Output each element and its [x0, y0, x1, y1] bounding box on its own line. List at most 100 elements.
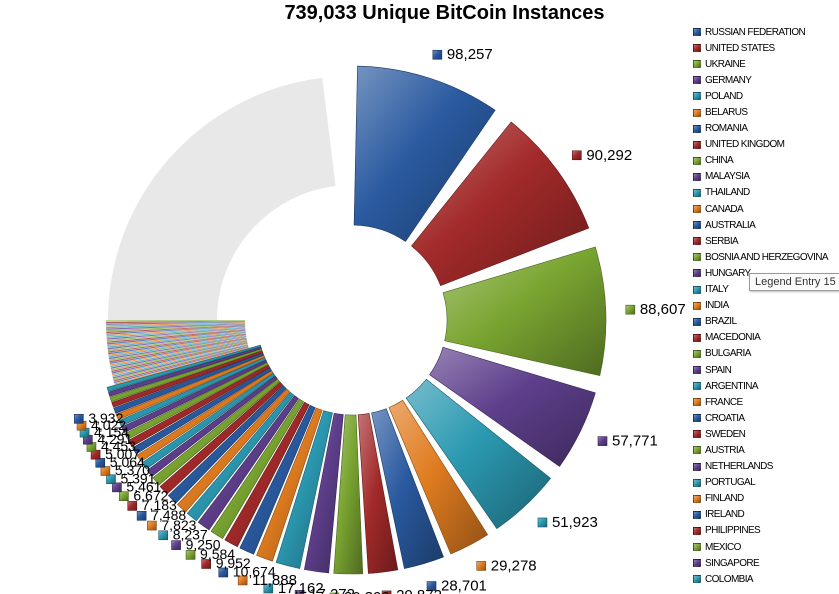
pie-slice-croatia — [132, 367, 272, 455]
legend-label: BELARUS — [705, 107, 748, 119]
legend-label: IRELAND — [705, 509, 745, 521]
legend-entry[interactable]: MEXICO — [693, 539, 839, 555]
legend-entry[interactable]: SINGAPORE — [693, 555, 839, 571]
legend-entry[interactable]: PORTUGAL — [693, 475, 839, 491]
data-label-swatch — [147, 520, 157, 531]
legend-entry[interactable]: THAILAND — [693, 185, 839, 201]
legend-swatch — [693, 462, 701, 471]
data-label-text: 17,272 — [309, 586, 355, 594]
legend-entry[interactable]: ARGENTINA — [693, 378, 839, 394]
legend-label: UKRAINE — [705, 58, 746, 70]
legend-entry[interactable]: CROATIA — [693, 410, 839, 426]
legend-entry[interactable]: IRELAND — [693, 507, 839, 523]
legend-entry[interactable]: MALAYSIA — [693, 169, 839, 185]
data-label-text: 7,183 — [142, 497, 177, 513]
data-label-text: 4,453 — [101, 438, 136, 454]
legend-entry[interactable]: ITALY — [693, 282, 839, 298]
legend-entry[interactable]: RUSSIAN FEDERATION — [693, 24, 839, 40]
pie-slice-minor — [108, 334, 247, 355]
data-label-text: 7,488 — [151, 507, 186, 523]
legend-entry[interactable]: UNITED KINGDOM — [693, 137, 839, 153]
legend-swatch — [693, 349, 701, 358]
data-label: 98,257 — [432, 46, 493, 63]
pie-slice-india — [177, 388, 291, 513]
legend-label: NETHERLANDS — [705, 461, 773, 473]
legend-entry[interactable]: UNITED STATES — [693, 40, 839, 56]
legend-entry[interactable]: BELARUS — [693, 104, 839, 120]
data-label: 51,923 — [537, 514, 598, 531]
pie-slice-thailand — [275, 410, 333, 569]
legend-entry[interactable]: SERBIA — [693, 233, 839, 249]
legend-swatch — [693, 382, 701, 391]
data-label: 8,237 — [158, 526, 208, 542]
legend-swatch — [693, 478, 701, 487]
legend-entry[interactable]: HUNGARY — [693, 265, 839, 281]
data-label: 88,607 — [625, 301, 686, 318]
data-label-text: 4,291 — [97, 431, 132, 447]
data-label: 90,292 — [572, 147, 632, 164]
data-label-swatch — [136, 510, 147, 521]
legend-swatch — [693, 156, 701, 165]
legend-entry[interactable]: ROMANIA — [693, 121, 839, 137]
pie-slice-minor — [106, 324, 246, 332]
data-label: 5,064 — [95, 454, 145, 470]
data-label-text: 7,823 — [161, 517, 196, 533]
pie-slice-serbia — [224, 401, 310, 548]
pie-slice-minor — [107, 332, 246, 352]
pie-slice-philippines — [111, 350, 264, 408]
data-label-swatch — [112, 482, 122, 493]
pie-slice-romania — [371, 408, 444, 569]
legend-label: AUSTRIA — [705, 444, 745, 456]
pie-slice-minor — [106, 327, 246, 340]
pie-slice-minor — [108, 333, 246, 353]
pie-slice-mexico — [109, 348, 263, 402]
legend-entry[interactable]: GERMANY — [693, 72, 839, 88]
data-label: 6,672 — [119, 487, 169, 503]
legend-label: HUNGARY — [705, 267, 751, 279]
legend-entry[interactable]: CANADA — [693, 201, 839, 217]
data-label-text: 51,923 — [552, 514, 598, 531]
legend-entry[interactable]: CHINA — [693, 153, 839, 169]
legend-label: PHILIPPINES — [705, 525, 761, 537]
data-label-text: 17,162 — [278, 580, 324, 594]
legend-entry[interactable]: POLAND — [693, 88, 839, 104]
pie-slice-netherlands — [121, 359, 268, 433]
legend-entry[interactable]: INDIA — [693, 298, 839, 314]
pie-slice-minor — [114, 347, 249, 385]
legend-entry[interactable]: NETHERLANDS — [693, 459, 839, 475]
legend-swatch — [693, 430, 701, 439]
legend-entry[interactable]: AUSTRIA — [693, 442, 839, 458]
pie-slice-brazil — [167, 385, 287, 504]
legend-label: CANADA — [705, 203, 744, 215]
legend-entry[interactable]: BOSNIA AND HERZEGOVINA — [693, 249, 839, 265]
data-label: 9,250 — [171, 536, 221, 552]
data-label-text: 9,250 — [186, 536, 221, 552]
pie-slice-ireland — [113, 352, 265, 414]
pie-slice-united-kingdom — [357, 413, 399, 574]
legend-entry[interactable]: AUSTRALIA — [693, 217, 839, 233]
legend-entry[interactable]: COLOMBIA — [693, 571, 839, 587]
legend-entry[interactable]: SWEDEN — [693, 426, 839, 442]
legend-entry[interactable]: SPAIN — [693, 362, 839, 378]
legend-entry[interactable]: FRANCE — [693, 394, 839, 410]
pie-slice-minor — [106, 329, 246, 343]
legend-label: ARGENTINA — [705, 380, 759, 392]
pie-slice-colombia — [106, 344, 262, 392]
legend-entry[interactable]: UKRAINE — [693, 56, 839, 72]
legend-entry[interactable]: BULGARIA — [693, 346, 839, 362]
legend-swatch — [693, 559, 701, 568]
legend-swatch — [693, 205, 701, 214]
legend-swatch — [693, 285, 701, 294]
data-label-text: 29,278 — [491, 557, 537, 574]
legend-entry[interactable]: BRAZIL — [693, 314, 839, 330]
legend-swatch — [693, 237, 701, 246]
legend-label: POLAND — [705, 90, 743, 102]
data-label-swatch — [625, 304, 636, 315]
legend-entry[interactable]: FINLAND — [693, 491, 839, 507]
legend-entry[interactable]: PHILIPPINES — [693, 523, 839, 539]
legend-label: COLOMBIA — [705, 573, 754, 585]
legend-swatch — [693, 526, 701, 535]
data-label-text: 9,952 — [216, 555, 251, 571]
data-label-swatch — [597, 436, 608, 446]
legend-entry[interactable]: MACEDONIA — [693, 330, 839, 346]
